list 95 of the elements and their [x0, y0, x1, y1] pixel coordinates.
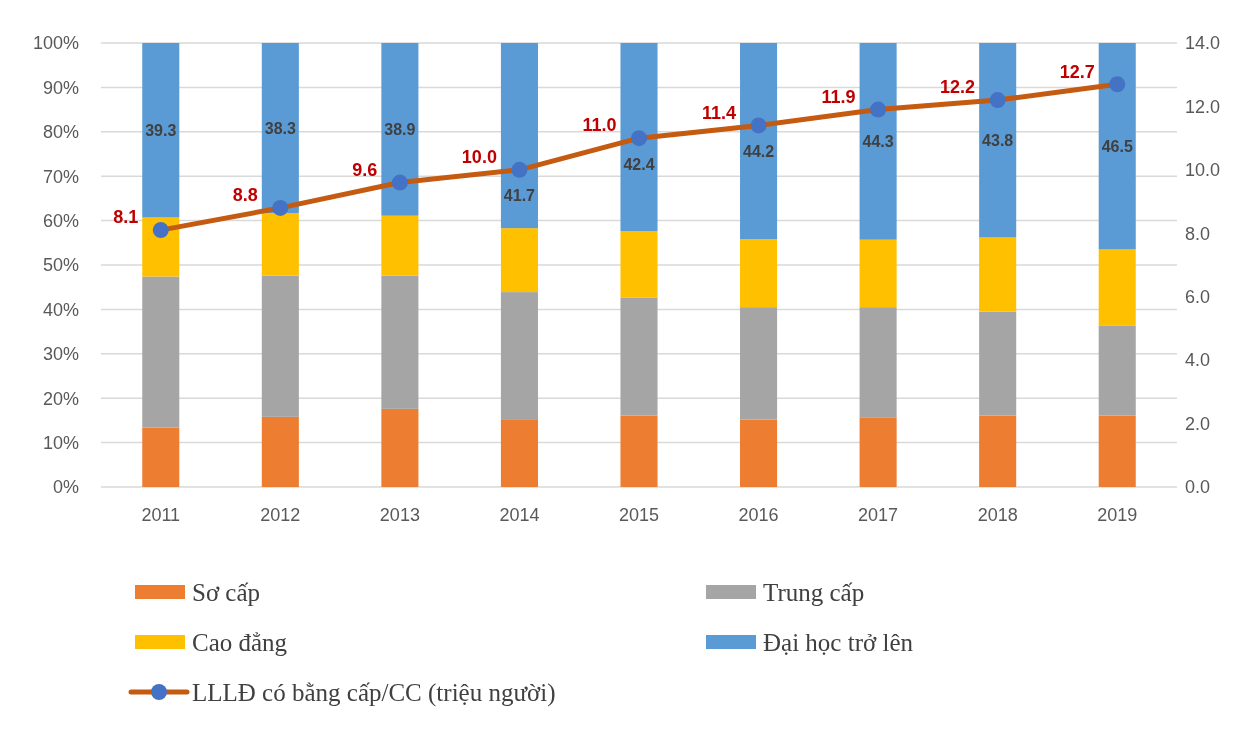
bar [979, 311, 1017, 416]
x-tick-label: 2016 [738, 505, 779, 525]
data-label: 46.5 [1101, 137, 1133, 155]
data-label: 12.2 [940, 77, 976, 98]
y2-tick-label: 4.0 [1185, 350, 1211, 371]
y2-tick-label: 8.0 [1185, 223, 1211, 244]
bar [1098, 43, 1136, 250]
bar [740, 43, 778, 240]
bar [381, 408, 419, 487]
legend-label: LLLĐ có bằng cấp/CC (triệu người) [192, 678, 556, 707]
bar [500, 43, 538, 229]
data-label: 38.9 [384, 120, 416, 138]
x-tick-label: 2018 [977, 505, 1018, 525]
y-tick-label: 80% [42, 122, 79, 143]
legend-label: Cao đẳng [192, 628, 288, 656]
bar [1098, 249, 1136, 326]
point [870, 101, 887, 118]
x-tick-label: 2011 [141, 505, 181, 525]
point [989, 92, 1006, 109]
bar [142, 427, 180, 487]
bar [979, 43, 1017, 238]
y-tick-label: 100% [32, 33, 79, 54]
bar [381, 215, 419, 276]
y-tick-label: 30% [42, 344, 79, 365]
bar [859, 43, 897, 240]
bar [859, 307, 897, 418]
data-label: 38.3 [264, 119, 297, 137]
y-tick-label: 0% [52, 477, 79, 498]
bar [381, 43, 419, 216]
point [631, 130, 647, 147]
data-label: 44.3 [862, 132, 894, 150]
data-label: 42.4 [623, 155, 655, 173]
bar [261, 213, 299, 276]
y2-tick-label: 2.0 [1185, 413, 1211, 434]
bar [500, 228, 538, 293]
legend-label: Đại học trở lên [763, 628, 914, 656]
y-tick-label: 70% [42, 166, 79, 187]
data-label: 11.9 [821, 86, 856, 107]
bar [979, 415, 1017, 487]
bar [381, 275, 419, 409]
x-tick-label: 2015 [618, 505, 660, 525]
bar [500, 292, 538, 420]
data-label: 9.6 [352, 159, 378, 180]
point [272, 199, 289, 216]
x-tick-label: 2014 [499, 505, 540, 525]
y-tick-label: 50% [42, 255, 79, 276]
data-label: 44.2 [742, 143, 775, 161]
bar [261, 275, 299, 417]
data-label: 8.1 [113, 207, 139, 228]
bar [261, 43, 299, 214]
data-label: 12.7 [1059, 61, 1095, 82]
bar [1098, 415, 1136, 487]
bar [620, 231, 658, 298]
point [152, 222, 169, 239]
x-tick-label: 2012 [260, 505, 301, 525]
data-label: 41.7 [503, 187, 536, 205]
bar [261, 416, 299, 487]
data-label: 10.0 [461, 147, 497, 168]
bar [740, 307, 778, 420]
point [391, 174, 408, 191]
bar [620, 43, 658, 232]
bar [859, 417, 897, 487]
y2-tick-label: 0.0 [1185, 477, 1211, 498]
bar [979, 237, 1017, 312]
y-tick-label: 90% [42, 77, 79, 98]
x-tick-label: 2017 [858, 505, 899, 525]
data-label: 11.4 [701, 102, 737, 123]
point [1109, 76, 1126, 93]
x-tick-label: 2019 [1097, 505, 1138, 525]
bar [142, 43, 180, 218]
data-label: 43.8 [982, 131, 1014, 149]
bar [620, 415, 658, 487]
point [750, 117, 767, 134]
y2-tick-label: 10.0 [1185, 160, 1221, 181]
data-label: 11.0 [582, 115, 617, 136]
bar [859, 239, 897, 308]
bar [740, 239, 778, 308]
data-label: 39.3 [145, 121, 177, 139]
x-tick-label: 2013 [379, 505, 420, 525]
point [511, 161, 528, 178]
y-tick-label: 60% [42, 210, 79, 231]
y-tick-label: 20% [42, 388, 79, 409]
y-tick-label: 40% [42, 299, 79, 320]
bar [142, 276, 180, 428]
bar [1098, 325, 1136, 416]
y2-tick-label: 12.0 [1185, 96, 1221, 117]
y2-tick-label: 6.0 [1185, 287, 1211, 308]
bar [740, 419, 778, 487]
legend-label: Sơ cấp [192, 578, 261, 606]
y-tick-label: 10% [42, 432, 79, 453]
y2-tick-label: 14.0 [1185, 33, 1221, 54]
bar [620, 297, 658, 416]
bar [500, 419, 538, 487]
legend-label: Trung cấp [763, 578, 865, 606]
data-label: 8.8 [232, 185, 258, 206]
